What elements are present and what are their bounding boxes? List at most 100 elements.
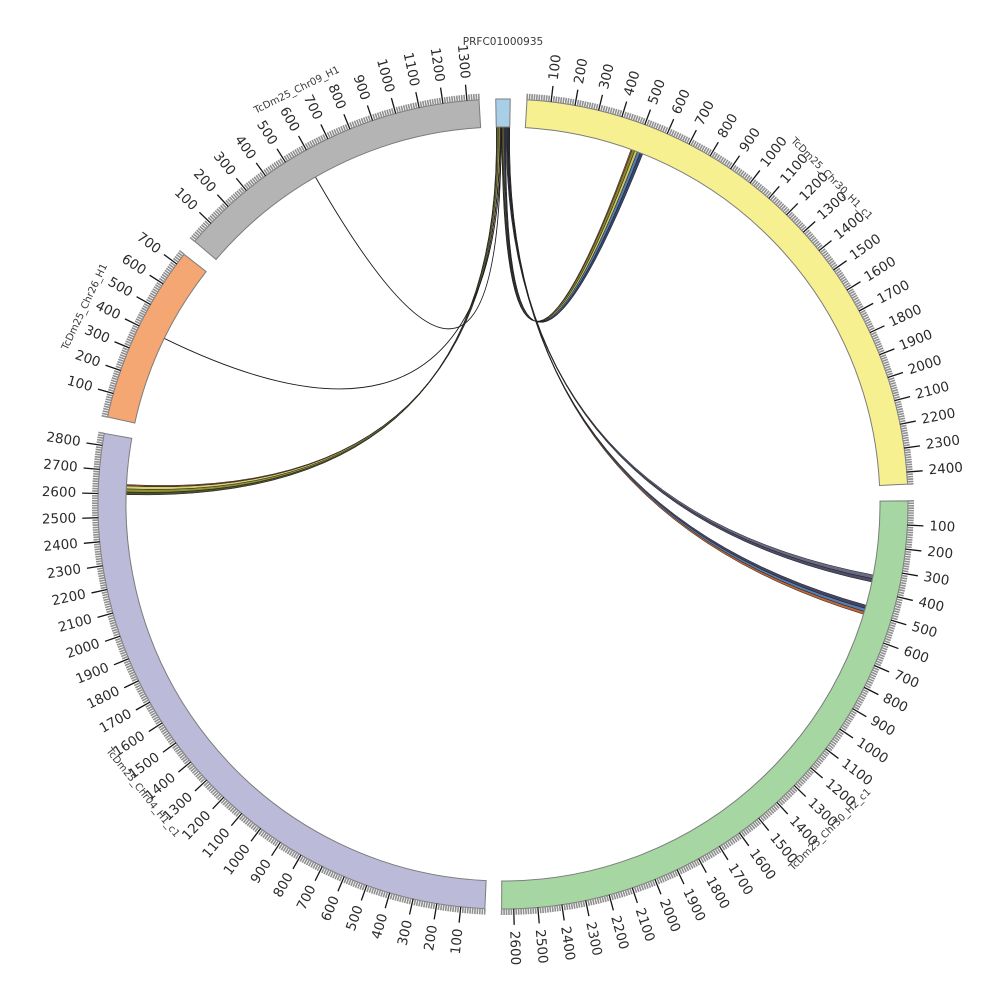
minor-tick xyxy=(257,173,263,180)
tick-label: 2200 xyxy=(50,586,87,609)
minor-tick xyxy=(875,662,882,667)
minor-tick xyxy=(163,271,169,277)
minor-tick xyxy=(862,688,869,693)
minor-tick xyxy=(559,97,563,104)
minor-tick xyxy=(436,98,439,105)
minor-tick xyxy=(615,892,619,899)
minor-tick xyxy=(767,809,773,816)
minor-tick xyxy=(154,284,161,289)
tick-label: 500 xyxy=(105,274,135,301)
minor-tick xyxy=(778,800,784,806)
minor-tick xyxy=(121,653,128,658)
major-tick xyxy=(366,105,374,121)
sector-band-chr04 xyxy=(97,432,487,910)
minor-tick xyxy=(857,305,864,310)
minor-tick xyxy=(730,837,736,844)
minor-tick xyxy=(104,402,111,406)
minor-tick xyxy=(599,897,603,904)
minor-tick xyxy=(611,108,616,115)
minor-tick xyxy=(458,95,461,102)
major-tick xyxy=(298,135,307,151)
minor-tick xyxy=(386,109,390,116)
minor-tick xyxy=(108,619,116,623)
minor-tick xyxy=(296,147,301,154)
minor-tick xyxy=(244,819,250,825)
minor-tick xyxy=(283,155,289,162)
minor-tick xyxy=(196,229,202,235)
tick-label: 400 xyxy=(231,132,259,162)
minor-tick xyxy=(155,720,162,725)
minor-tick xyxy=(727,162,733,169)
minor-tick xyxy=(866,680,874,685)
minor-tick xyxy=(125,340,132,345)
minor-tick xyxy=(194,231,201,237)
minor-tick xyxy=(309,140,314,147)
minor-tick xyxy=(903,560,911,563)
minor-tick xyxy=(105,605,112,609)
minor-tick xyxy=(904,448,911,452)
major-tick xyxy=(433,903,438,920)
minor-tick xyxy=(677,133,682,140)
tick-label: 2600 xyxy=(42,484,77,501)
minor-tick xyxy=(447,905,450,912)
minor-tick xyxy=(93,538,100,541)
minor-tick xyxy=(820,753,827,759)
tick-label: 2300 xyxy=(582,920,605,957)
tick-label: 800 xyxy=(270,870,297,900)
minor-tick xyxy=(113,372,120,376)
minor-tick xyxy=(759,816,765,822)
minor-tick xyxy=(903,565,910,568)
minor-tick xyxy=(452,905,455,913)
major-tick xyxy=(82,517,99,519)
minor-tick xyxy=(120,651,127,655)
major-tick xyxy=(561,904,565,921)
minor-tick xyxy=(815,242,822,248)
minor-tick xyxy=(893,610,900,614)
minor-tick xyxy=(103,600,111,604)
minor-tick xyxy=(106,395,113,399)
minor-tick xyxy=(290,151,295,158)
minor-tick xyxy=(864,684,871,689)
minor-tick xyxy=(224,801,230,808)
minor-tick xyxy=(401,896,405,903)
minor-tick xyxy=(774,803,780,809)
minor-tick xyxy=(460,95,463,102)
minor-tick xyxy=(314,863,319,870)
minor-tick xyxy=(240,815,247,822)
minor-tick xyxy=(113,633,120,637)
minor-tick xyxy=(213,791,220,798)
minor-tick xyxy=(567,98,570,105)
minor-tick xyxy=(177,251,184,257)
minor-tick xyxy=(573,902,576,909)
tick-label: 2400 xyxy=(557,925,578,961)
major-tick xyxy=(768,185,780,199)
minor-tick xyxy=(170,261,176,267)
minor-tick xyxy=(898,417,906,421)
minor-tick xyxy=(163,732,170,738)
minor-tick xyxy=(649,880,654,888)
major-tick xyxy=(83,467,100,471)
tick-label: 600 xyxy=(901,643,931,667)
minor-tick xyxy=(902,569,909,573)
minor-tick xyxy=(896,598,903,602)
minor-tick xyxy=(880,356,888,361)
minor-tick xyxy=(866,322,873,327)
minor-tick xyxy=(630,113,634,121)
minor-tick xyxy=(828,744,834,750)
minor-tick xyxy=(407,103,411,111)
minor-tick xyxy=(901,574,908,578)
minor-tick xyxy=(753,180,759,187)
minor-tick xyxy=(128,671,135,676)
tick-label: 400 xyxy=(917,594,946,615)
minor-tick xyxy=(703,146,708,153)
minor-tick xyxy=(721,158,727,165)
minor-tick xyxy=(543,95,546,102)
minor-tick xyxy=(719,156,725,163)
minor-tick xyxy=(218,206,224,213)
minor-tick xyxy=(797,222,804,228)
tick-label: 1900 xyxy=(679,886,708,924)
minor-tick xyxy=(838,273,845,279)
tick-label: 300 xyxy=(395,919,416,948)
minor-tick xyxy=(890,621,897,625)
tick-label: 500 xyxy=(343,903,367,933)
